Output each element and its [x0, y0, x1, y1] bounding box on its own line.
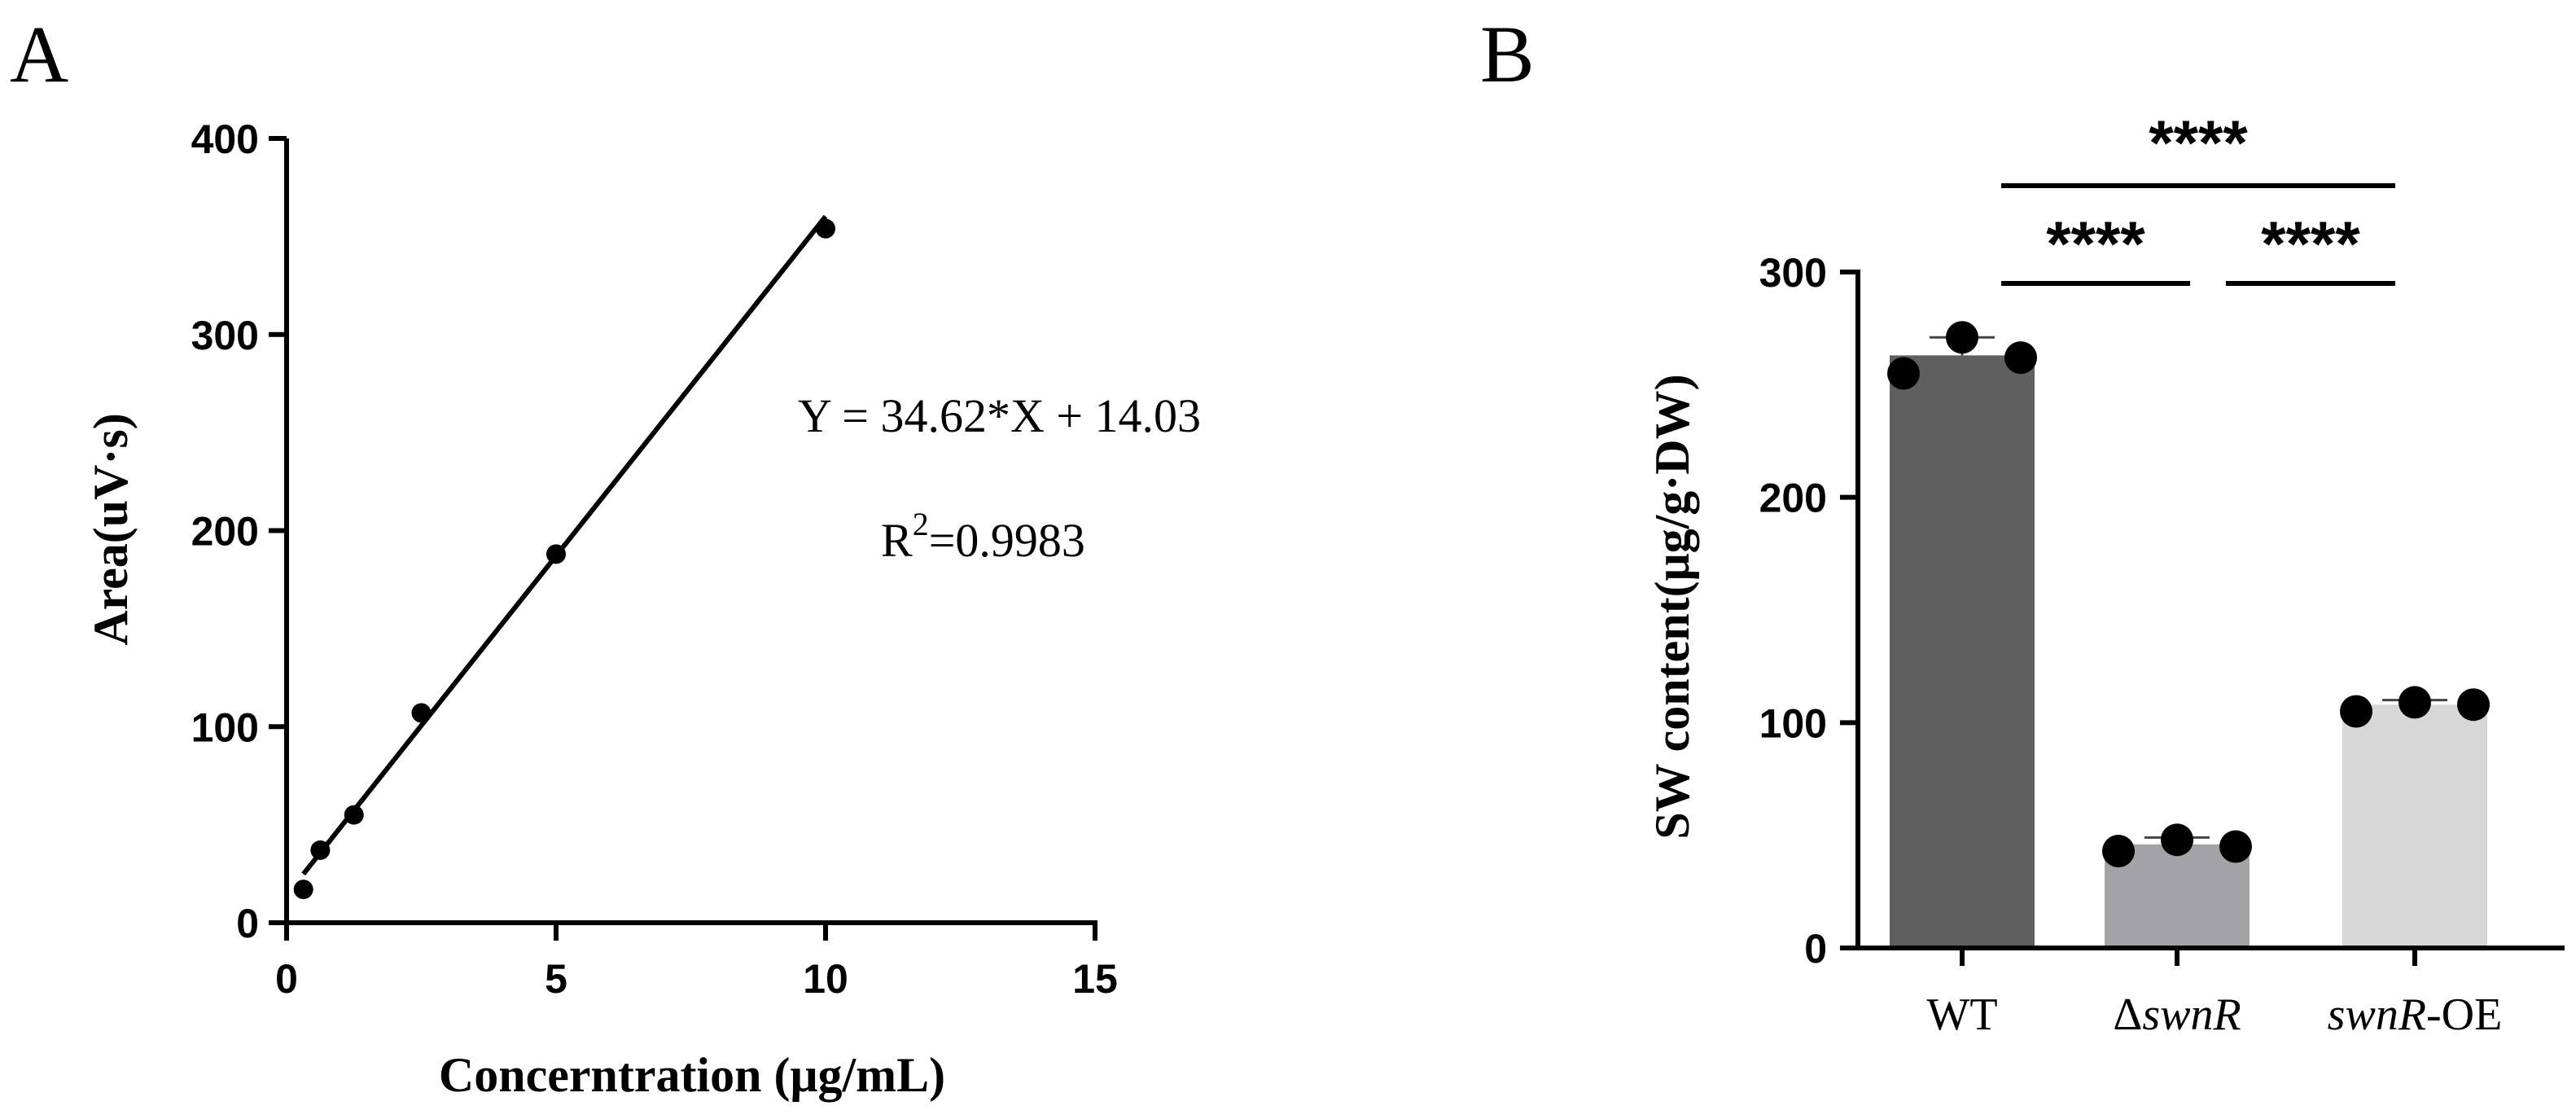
data-point: [293, 880, 313, 900]
replicate-point: [2102, 835, 2135, 868]
panel-b-x-ticks: WT ΔswnR swnR-OE: [1926, 948, 2502, 1040]
panel-a-r-squared: R2=0.9983: [881, 506, 1085, 567]
data-point: [816, 218, 835, 239]
panel-a-letter: A: [10, 9, 68, 99]
data-point: [310, 840, 331, 860]
category-label: WT: [1926, 990, 1997, 1040]
y-tick-label: 300: [191, 313, 259, 358]
replicate-point: [2219, 830, 2252, 863]
replicate-point: [1946, 321, 1978, 354]
replicate-point: [2161, 823, 2193, 857]
panel-b-bars: [1890, 355, 2487, 948]
x-tick-label: 15: [1072, 956, 1118, 1002]
panel-a-x-ticks: 0 5 10 15: [275, 923, 1118, 1002]
significance-label: ****: [2149, 107, 2248, 178]
panel-a-x-axis-title: Concerntration (μg/mL): [439, 1048, 945, 1102]
replicate-point: [2399, 686, 2431, 719]
panel-b-y-axis-title: SW content(μg/g·DW): [1645, 374, 1699, 839]
x-tick-label: 5: [545, 956, 567, 1002]
data-point: [546, 544, 566, 564]
category-label: ΔswnR: [2113, 990, 2241, 1040]
y-tick-label: 400: [191, 116, 259, 162]
y-tick-label: 100: [1759, 700, 1827, 746]
significance-label: ****: [2261, 208, 2360, 279]
x-tick-label: 10: [803, 956, 848, 1002]
y-tick-label: 300: [1759, 250, 1827, 296]
bar: [2342, 704, 2487, 948]
panel-b-axes: [1855, 270, 2565, 950]
panel-b-replicate-points: [1887, 321, 2490, 868]
replicate-point: [2340, 695, 2372, 728]
y-tick-label: 0: [236, 901, 259, 946]
replicate-point: [2004, 341, 2037, 375]
category-label: swnR-OE: [2328, 990, 2503, 1040]
y-tick-label: 0: [1804, 926, 1827, 972]
data-point: [344, 805, 364, 825]
panel-a-data-points: [293, 218, 835, 900]
y-tick-label: 200: [1759, 476, 1827, 521]
replicate-point: [2457, 688, 2490, 722]
data-point: [411, 703, 432, 723]
y-tick-label: 100: [191, 704, 259, 750]
x-tick-label: 0: [275, 956, 298, 1002]
panel-a-y-ticks: 0 100 200 300 400: [191, 116, 287, 946]
r-squared-r: R: [881, 514, 913, 567]
panel-b-y-ticks: 0 100 200 300: [1759, 250, 1858, 972]
significance-label: ****: [2046, 208, 2145, 279]
bar: [1890, 355, 2035, 948]
panel-b-letter: B: [1480, 9, 1535, 99]
y-tick-label: 200: [191, 509, 259, 555]
panel-a-fit-line: [301, 214, 828, 876]
r-squared-value: =0.9983: [929, 514, 1085, 567]
panel-a-scatter-chart: 0 100 200 300 400 0 5 10 15 Y = 34.62*X + 14.03…: [84, 116, 1201, 1102]
replicate-point: [1887, 357, 1920, 390]
panel-a-y-axis-title: Area(uV·s): [84, 413, 138, 646]
panel-a-equation: Y = 34.62*X + 14.03: [798, 389, 1201, 442]
panel-b-significance: ******** ****: [2001, 107, 2395, 286]
r-squared-superscript: 2: [913, 506, 929, 542]
